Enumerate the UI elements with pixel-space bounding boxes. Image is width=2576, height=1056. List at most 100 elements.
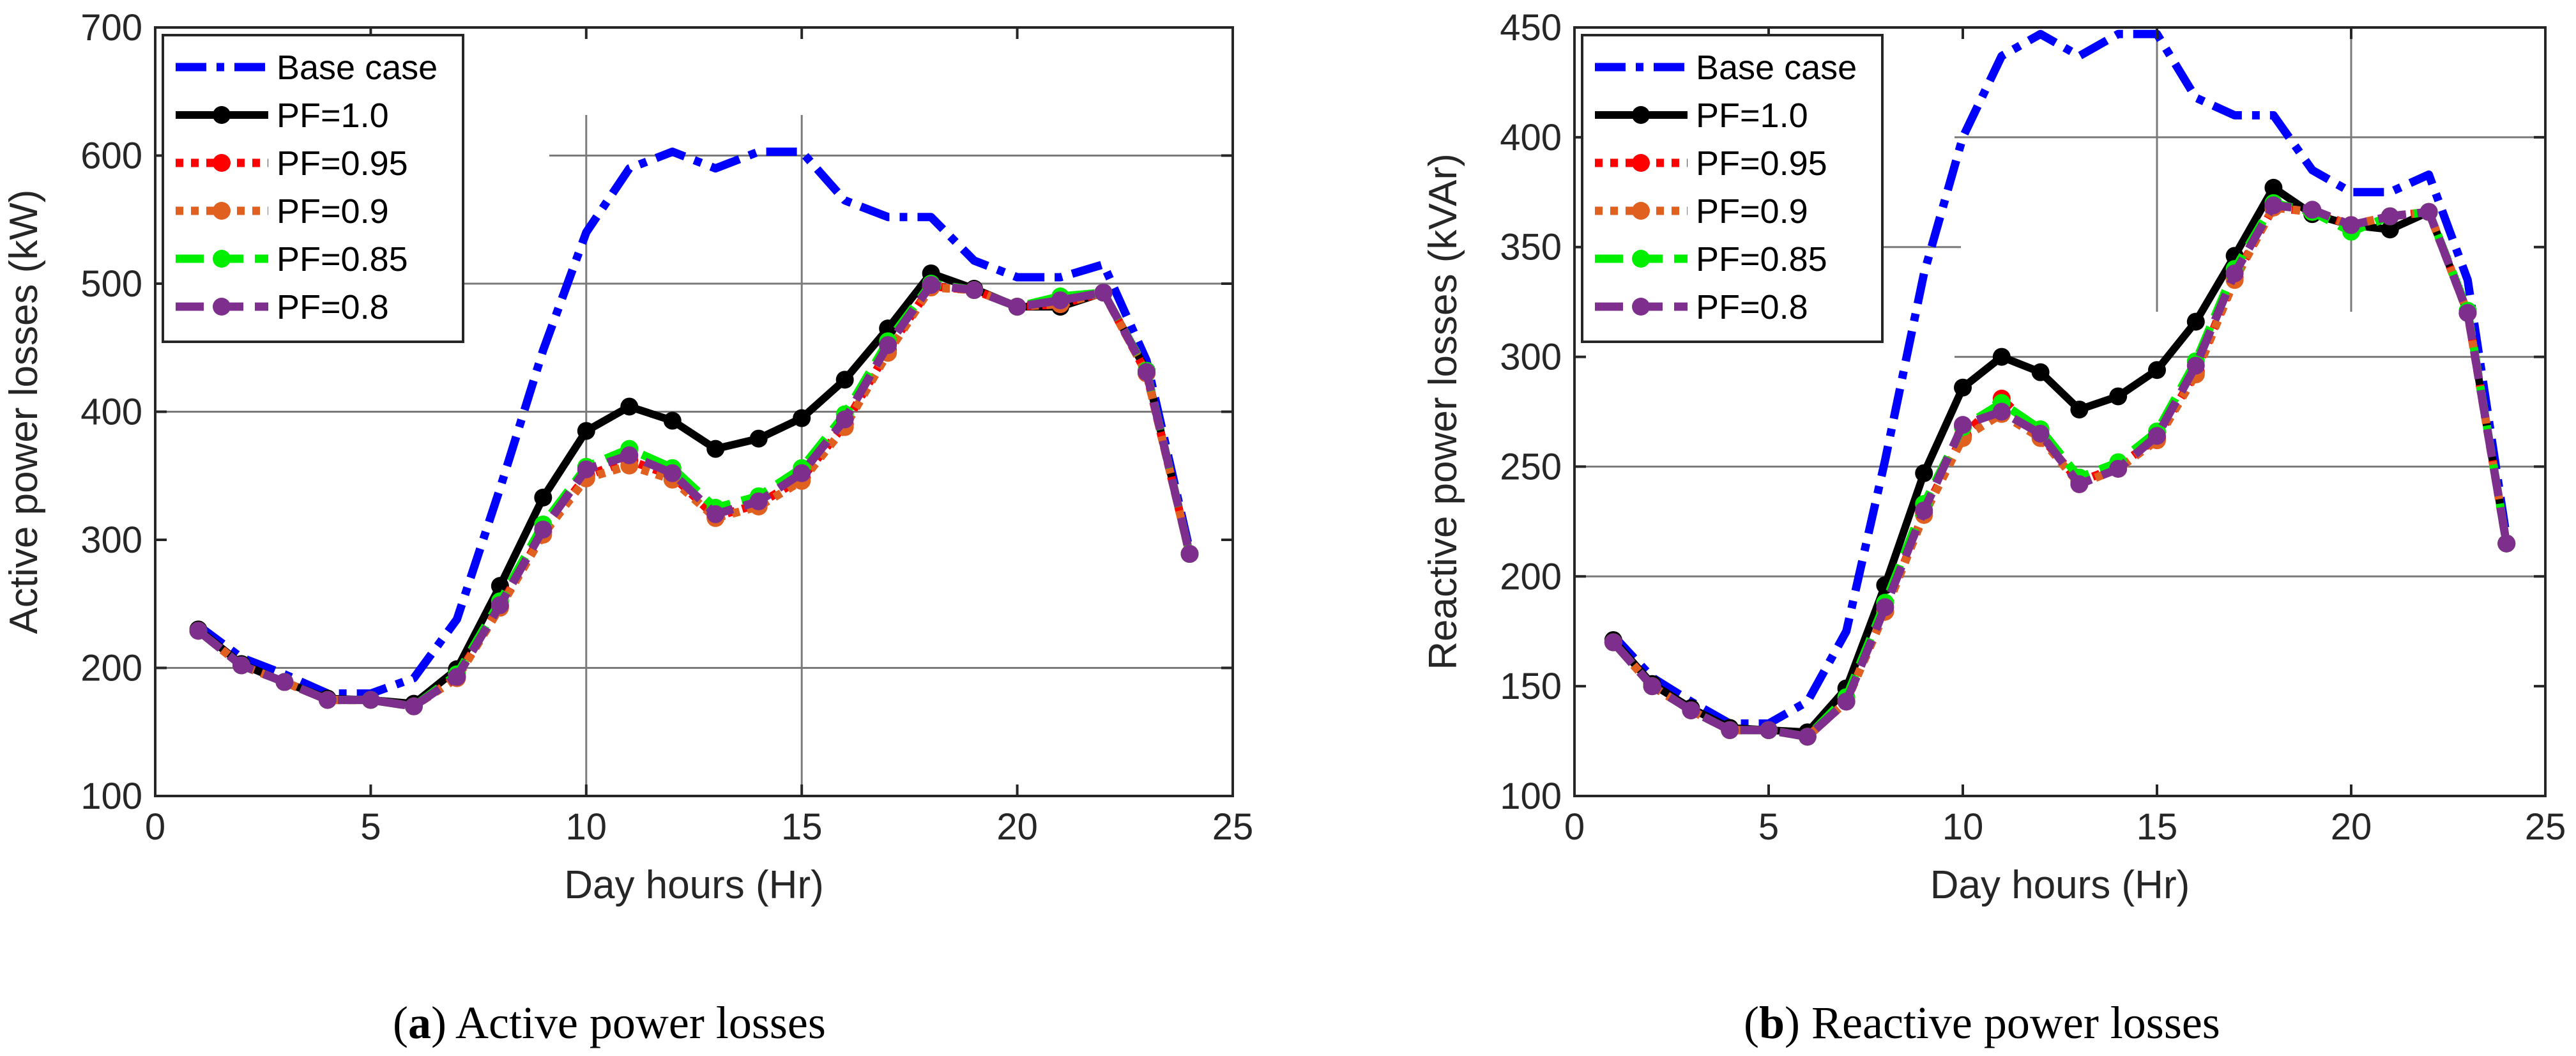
data-point <box>275 673 294 691</box>
data-point <box>1721 721 1739 739</box>
data-point <box>448 668 466 686</box>
series-line <box>1610 29 2511 728</box>
legend-label: PF=1.0 <box>277 96 389 135</box>
data-point <box>749 429 768 448</box>
legend-label: PF=0.95 <box>277 144 408 183</box>
legend-box <box>162 34 464 343</box>
caption-letter-b: b <box>1759 997 1785 1048</box>
legend-label: PF=0.95 <box>1696 144 1827 183</box>
ticks-b: 0 5 10 15 20 25 100 150 200 250 300 350 400 450 <box>1500 7 2566 848</box>
x-tick-label: 5 <box>360 806 381 848</box>
data-point <box>2148 427 2166 445</box>
data-point <box>2264 196 2283 215</box>
data-point <box>404 697 423 715</box>
data-point <box>1915 464 1933 482</box>
x-tick-label: 20 <box>2331 806 2372 848</box>
series-layer-b <box>1604 29 2516 746</box>
y-tick-label: 100 <box>80 776 142 817</box>
data-point <box>1954 416 1972 434</box>
x-tick-label: 10 <box>566 806 607 848</box>
y-tick-label: 600 <box>80 135 142 177</box>
data-point <box>491 577 509 595</box>
data-point <box>1760 721 1778 739</box>
series-layer-a <box>189 148 1199 715</box>
data-point <box>1051 291 1070 310</box>
y-tick-label: 400 <box>1500 117 1562 158</box>
data-point <box>577 422 595 440</box>
data-point <box>2070 475 2089 493</box>
data-point <box>1992 402 2011 421</box>
series-pf-0-8 <box>189 276 1199 715</box>
data-point <box>793 409 811 427</box>
data-point <box>620 446 639 464</box>
legend-marker <box>1632 298 1650 316</box>
x-tick-label: 20 <box>996 806 1038 848</box>
data-point <box>1837 693 1856 711</box>
series-line <box>195 280 1194 711</box>
y-tick-label: 450 <box>1500 7 1562 49</box>
y-tick-label: 350 <box>1500 227 1562 268</box>
legend-marker <box>1632 106 1650 124</box>
series-line <box>195 148 1194 698</box>
legend-label: PF=0.8 <box>277 288 389 326</box>
data-point <box>879 319 897 338</box>
y-tick-label: 250 <box>1500 446 1562 487</box>
data-point <box>2303 201 2322 219</box>
series-pf-0-8 <box>1604 196 2516 746</box>
data-point <box>663 464 682 482</box>
legend-box <box>1581 34 1884 343</box>
axes-box-b <box>1573 26 2547 797</box>
y-tick-label: 200 <box>1500 556 1562 597</box>
legend-label: Base case <box>1696 49 1857 87</box>
legend-marker <box>213 202 231 220</box>
data-point <box>2342 216 2360 234</box>
y-tick-label: 150 <box>1500 666 1562 707</box>
x-tick-label: 25 <box>2525 806 2566 848</box>
legend-label: PF=0.9 <box>1696 192 1808 231</box>
data-point <box>1604 633 1622 652</box>
data-point <box>1876 598 1894 616</box>
data-point <box>2148 361 2166 379</box>
data-point <box>2381 220 2399 239</box>
legend-label: PF=0.8 <box>1696 288 1808 326</box>
y-tick-label: 100 <box>1500 776 1562 817</box>
data-point <box>362 691 380 709</box>
data-point <box>577 460 595 478</box>
data-point <box>1094 284 1113 302</box>
legend-marker <box>1632 154 1650 172</box>
data-point <box>2109 387 2128 406</box>
legend-b: Base case PF=1.0 PF=0.95 PF=0.9 PF=0.85 PF=0.… <box>1581 34 1884 343</box>
legend-marker <box>213 250 231 268</box>
data-point <box>534 488 553 507</box>
x-tick-label: 25 <box>1212 806 1254 848</box>
data-point <box>835 371 854 389</box>
data-point <box>2381 207 2399 226</box>
legend-marker <box>213 154 231 172</box>
data-point <box>2458 303 2477 322</box>
data-point <box>663 411 682 430</box>
legend-a: Base case PF=1.0 PF=0.95 PF=0.9 PF=0.85 PF=0.… <box>162 34 464 343</box>
caption-b: (b) Reactive power losses <box>1744 997 2220 1048</box>
data-point <box>232 656 250 675</box>
data-point <box>2264 178 2283 197</box>
y-tick-label: 200 <box>80 648 142 689</box>
data-point <box>1008 298 1026 316</box>
y-tick-label: 300 <box>80 519 142 561</box>
legend-label: PF=1.0 <box>1696 96 1808 135</box>
data-point <box>620 397 639 416</box>
data-point <box>1798 728 1817 746</box>
legend-marker <box>1632 202 1650 220</box>
legend-marker <box>1632 250 1650 268</box>
data-point <box>706 440 725 458</box>
series-base-case <box>1610 29 2511 728</box>
legend-label: PF=0.85 <box>277 240 408 279</box>
data-point <box>2031 424 2050 443</box>
data-point <box>706 505 725 523</box>
data-point <box>1682 701 1700 719</box>
data-point <box>1915 501 1933 520</box>
legend-marker <box>213 106 231 124</box>
data-point <box>2225 264 2244 282</box>
data-point <box>2031 363 2050 381</box>
data-point <box>189 622 208 640</box>
